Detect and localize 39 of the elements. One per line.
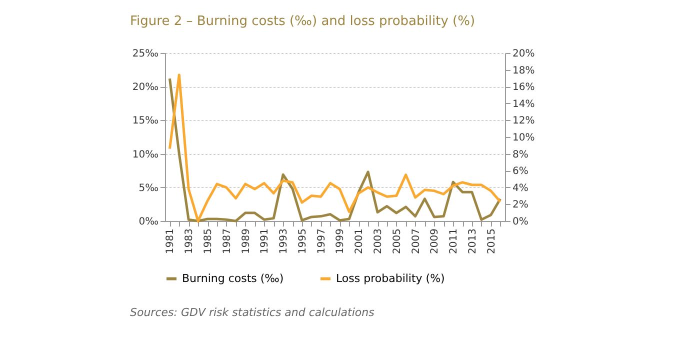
y-tick-label: 25‰ [132,48,158,60]
x-tick-label: 1997 [316,228,328,254]
y-tick-label: 5‰ [138,182,158,194]
y2-tick-label: 6% [512,166,528,178]
source-note: Sources: GDV risk statistics and calculations [130,306,375,319]
x-tick-label: 1987 [222,228,233,254]
y2-tick-label: 8% [512,149,528,160]
x-tick-label: 2009 [430,228,441,254]
x-tick-label: 1995 [297,228,308,254]
y2-tick-label: 12% [512,116,535,127]
y-tick-label: 0‰ [138,216,158,228]
x-tick-label: 2015 [486,228,498,254]
y-tick-label: 20‰ [132,82,158,94]
y2-tick-label: 4% [512,182,528,194]
x-tick-label: 2013 [467,228,478,254]
y2-tick-label: 18% [512,65,535,76]
chart-title: Figure 2 – Burning costs (‰) and loss probability (%) [130,14,476,29]
x-tick-label: 1999 [335,228,346,254]
x-tick-label: 2003 [373,228,384,254]
x-tick-label: 2011 [448,228,460,254]
y-tick-label: 10‰ [132,149,158,160]
y2-tick-label: 0% [512,216,528,228]
y2-tick-label: 16% [512,82,535,94]
x-tick-label: 1981 [165,228,176,254]
x-tick-label: 1983 [184,228,196,254]
y2-tick-label: 2% [512,200,528,211]
x-tick-label: 2005 [392,228,403,254]
y2-tick-label: 20% [512,48,535,60]
x-tick-label: 1991 [260,228,271,254]
y-tick-label: 15‰ [132,116,158,127]
y2-tick-label: 14% [512,98,535,110]
x-tick-label: 1993 [278,228,290,254]
x-tick-label: 1989 [240,228,252,254]
y2-tick-label: 10% [512,132,535,144]
x-tick-label: 2001 [354,228,366,254]
x-tick-label: 2007 [410,228,422,254]
x-tick-label: 1985 [203,228,214,254]
legend-label: Burning costs (‰) [182,272,284,285]
legend-label: Loss probability (%) [336,272,445,285]
